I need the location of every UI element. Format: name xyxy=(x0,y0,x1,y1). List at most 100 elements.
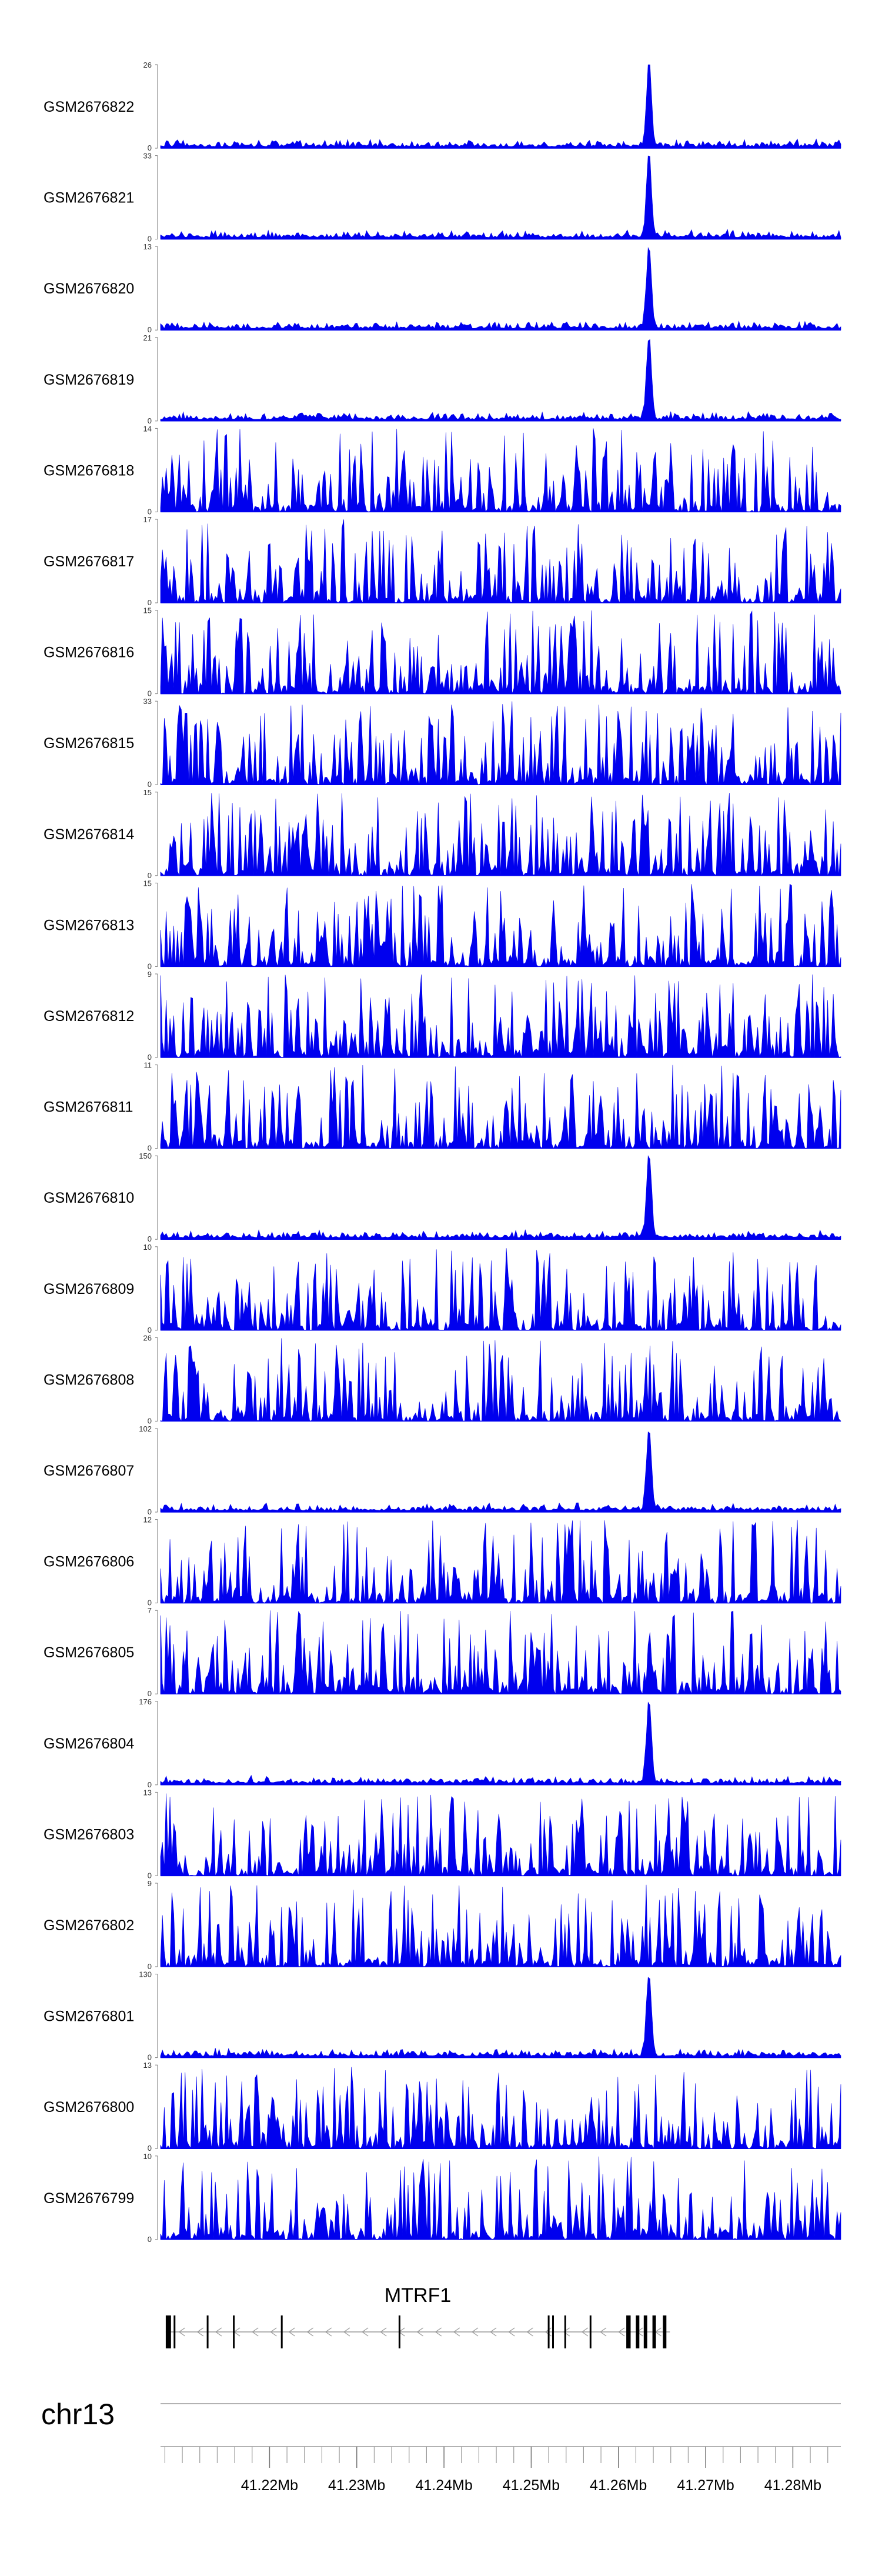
track-label: GSM2676804 xyxy=(44,1736,134,1752)
exon xyxy=(165,2315,171,2348)
y-max-label: 13 xyxy=(143,242,152,251)
track-GSM2676801: GSM2676801 130 0 xyxy=(44,1970,841,2062)
y-min-label: 0 xyxy=(148,2144,152,2153)
exon xyxy=(643,2315,647,2348)
strand-arrow xyxy=(526,2327,533,2337)
coverage-area xyxy=(160,155,841,239)
track-label: GSM2676803 xyxy=(44,1826,134,1843)
y-min-label: 0 xyxy=(148,1507,152,1516)
track-label: GSM2676822 xyxy=(44,99,134,115)
strand-arrow xyxy=(471,2327,479,2337)
track-label: GSM2676819 xyxy=(44,372,134,388)
coverage-area xyxy=(160,339,841,422)
y-max-label: 130 xyxy=(139,1970,152,1979)
y-max-label: 33 xyxy=(143,152,152,161)
y-min-label: 0 xyxy=(148,507,152,516)
strand-arrow xyxy=(306,2327,313,2337)
y-min-label: 0 xyxy=(148,1326,152,1334)
track-label: GSM2676805 xyxy=(44,1644,134,1661)
y-max-label: 10 xyxy=(143,1243,152,1252)
axis-tick-label: 41.28Mb xyxy=(764,2477,821,2494)
y-min-label: 0 xyxy=(148,1871,152,1880)
strand-arrow xyxy=(196,2327,204,2337)
axis-tick-label: 41.25Mb xyxy=(503,2477,560,2494)
coverage-area xyxy=(160,1338,841,1422)
coverage-area xyxy=(160,1701,841,1786)
exon xyxy=(206,2315,209,2348)
gene-label: MTRF1 xyxy=(385,2284,451,2307)
coverage-area xyxy=(160,610,841,695)
y-min-label: 0 xyxy=(148,871,152,880)
exon xyxy=(547,2315,550,2348)
track-GSM2676816: GSM2676816 15 0 xyxy=(44,606,841,698)
exon xyxy=(173,2315,176,2348)
coverage-area xyxy=(160,1977,841,2058)
coverage-area xyxy=(160,883,841,967)
coverage-area xyxy=(160,1884,841,1968)
axis-tick-label: 41.27Mb xyxy=(677,2477,734,2494)
track-GSM2676818: GSM2676818 14 0 xyxy=(44,424,841,516)
track-label: GSM2676820 xyxy=(44,281,134,297)
coverage-area xyxy=(160,793,841,876)
y-min-label: 0 xyxy=(148,1053,152,1062)
track-GSM2676804: GSM2676804 176 0 xyxy=(44,1697,841,1789)
y-min-label: 0 xyxy=(148,598,152,607)
track-label: GSM2676808 xyxy=(44,1372,134,1388)
y-max-label: 13 xyxy=(143,2061,152,2070)
track-label: GSM2676817 xyxy=(44,553,134,570)
track-GSM2676806: GSM2676806 12 0 xyxy=(44,1516,841,1607)
y-max-label: 14 xyxy=(143,424,152,433)
strand-arrow xyxy=(563,2327,570,2337)
strand-arrow xyxy=(490,2327,497,2337)
track-label: GSM2676810 xyxy=(44,1190,134,1206)
coverage-area xyxy=(160,1432,841,1513)
gene-annotation-track: MTRF1 xyxy=(165,2284,670,2348)
genomic-axis: chr13 41.22Mb 41.23Mb 41.24Mb 41.25Mb 41.26M… xyxy=(41,2398,841,2494)
exon xyxy=(552,2315,554,2348)
track-GSM2676814: GSM2676814 15 0 xyxy=(44,788,841,880)
exon xyxy=(652,2315,656,2348)
y-min-label: 0 xyxy=(148,1234,152,1243)
track-label: GSM2676800 xyxy=(44,2099,134,2115)
exon xyxy=(564,2315,566,2348)
track-GSM2676812: GSM2676812 9 0 xyxy=(44,970,841,1062)
strand-arrow xyxy=(435,2327,442,2337)
strand-arrow xyxy=(252,2327,259,2337)
y-min-label: 0 xyxy=(148,144,152,152)
track-label: GSM2676809 xyxy=(44,1281,134,1297)
y-min-label: 0 xyxy=(148,1689,152,1698)
strand-arrow xyxy=(178,2327,185,2337)
y-max-label: 15 xyxy=(143,788,152,797)
track-GSM2676819: GSM2676819 21 0 xyxy=(44,333,841,425)
strand-arrow xyxy=(508,2327,515,2337)
exon xyxy=(663,2315,667,2348)
track-label: GSM2676812 xyxy=(44,1008,134,1025)
exon xyxy=(280,2315,283,2348)
axis-tick-label: 41.24Mb xyxy=(415,2477,472,2494)
track-label: GSM2676814 xyxy=(44,826,134,843)
exon xyxy=(589,2315,592,2348)
coverage-area xyxy=(160,974,841,1058)
chromosome-label: chr13 xyxy=(41,2398,115,2431)
coverage-tracks: GSM2676822260GSM2676821330GSM2676820130G… xyxy=(44,61,841,2244)
y-min-label: 0 xyxy=(148,1962,152,1971)
y-max-label: 26 xyxy=(143,1333,152,1342)
track-label: GSM2676801 xyxy=(44,2008,134,2025)
track-label: GSM2676811 xyxy=(44,1099,133,1116)
y-min-label: 0 xyxy=(148,325,152,334)
track-label: GSM2676802 xyxy=(44,1917,134,1934)
y-max-label: 15 xyxy=(143,606,152,615)
track-GSM2676807: GSM2676807 102 0 xyxy=(44,1424,841,1516)
y-max-label: 13 xyxy=(143,1788,152,1797)
axis-tick-label: 41.26Mb xyxy=(590,2477,647,2494)
strand-arrow xyxy=(416,2327,423,2337)
coverage-area xyxy=(160,2156,841,2240)
y-max-label: 12 xyxy=(143,1516,152,1524)
y-min-label: 0 xyxy=(148,2235,152,2244)
y-max-label: 176 xyxy=(139,1697,152,1706)
track-GSM2676811: GSM2676811 11 0 xyxy=(44,1061,841,1153)
coverage-area xyxy=(160,2067,841,2150)
track-GSM2676817: GSM2676817 17 0 xyxy=(44,515,841,607)
coverage-area xyxy=(160,1610,841,1695)
coverage-area xyxy=(160,1248,841,1331)
